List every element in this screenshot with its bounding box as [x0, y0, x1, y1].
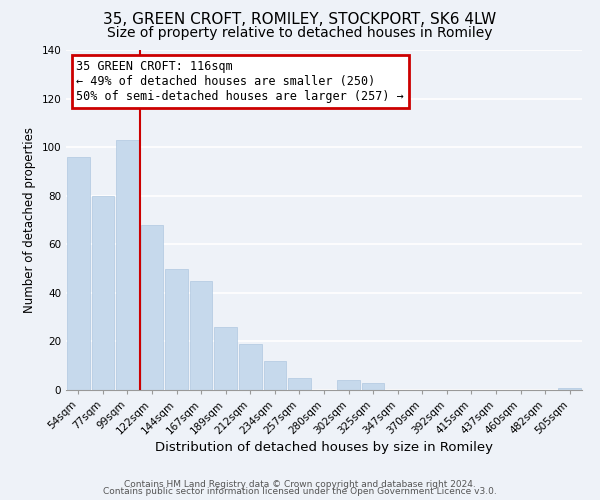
Bar [190, 280, 212, 390]
Text: Size of property relative to detached houses in Romiley: Size of property relative to detached ho… [107, 26, 493, 40]
Bar [140, 225, 163, 390]
Bar [67, 157, 89, 390]
Bar [92, 196, 114, 390]
Text: Contains public sector information licensed under the Open Government Licence v3: Contains public sector information licen… [103, 488, 497, 496]
Bar [559, 388, 581, 390]
Bar [263, 361, 286, 390]
Text: 35 GREEN CROFT: 116sqm
← 49% of detached houses are smaller (250)
50% of semi-de: 35 GREEN CROFT: 116sqm ← 49% of detached… [76, 60, 404, 103]
Text: 35, GREEN CROFT, ROMILEY, STOCKPORT, SK6 4LW: 35, GREEN CROFT, ROMILEY, STOCKPORT, SK6… [103, 12, 497, 28]
Bar [214, 327, 237, 390]
X-axis label: Distribution of detached houses by size in Romiley: Distribution of detached houses by size … [155, 442, 493, 454]
Bar [116, 140, 139, 390]
Bar [239, 344, 262, 390]
Bar [337, 380, 360, 390]
Bar [165, 268, 188, 390]
Y-axis label: Number of detached properties: Number of detached properties [23, 127, 36, 313]
Text: Contains HM Land Registry data © Crown copyright and database right 2024.: Contains HM Land Registry data © Crown c… [124, 480, 476, 489]
Bar [288, 378, 311, 390]
Bar [362, 382, 385, 390]
